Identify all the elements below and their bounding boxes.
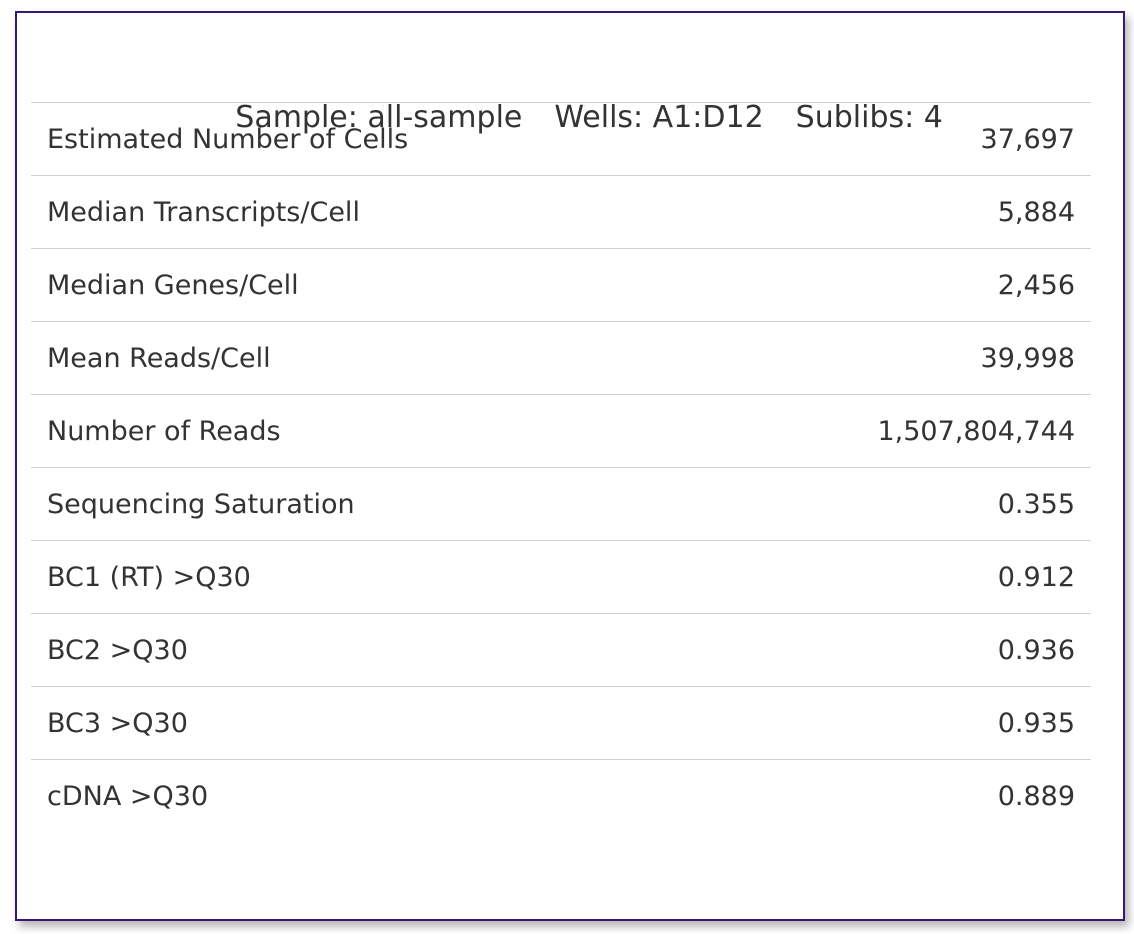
metric-value: 2,456 <box>997 269 1075 301</box>
table-row: BC2 >Q30 0.936 <box>31 614 1091 687</box>
sample-header: Sample: all-sample Wells: A1:D12 Sublibs: … <box>17 43 1123 135</box>
metric-label: BC1 (RT) >Q30 <box>47 561 251 593</box>
table-row: Estimated Number of Cells 37,697 <box>31 103 1091 176</box>
metric-label: Median Genes/Cell <box>47 269 299 301</box>
metric-value: 0.912 <box>997 561 1075 593</box>
wells-range: Wells: A1:D12 <box>554 100 764 135</box>
metric-label: BC3 >Q30 <box>47 707 188 739</box>
metrics-table: Estimated Number of Cells 37,697 Median … <box>31 102 1091 833</box>
metric-label: Median Transcripts/Cell <box>47 196 360 228</box>
table-row: cDNA >Q30 0.889 <box>31 760 1091 833</box>
metric-label: Estimated Number of Cells <box>47 123 409 155</box>
metric-value: 0.935 <box>997 707 1075 739</box>
table-row: Median Genes/Cell 2,456 <box>31 249 1091 322</box>
metric-value: 5,884 <box>997 196 1075 228</box>
table-row: BC1 (RT) >Q30 0.912 <box>31 541 1091 614</box>
table-row: BC3 >Q30 0.935 <box>31 687 1091 760</box>
summary-panel: Sample: all-sample Wells: A1:D12 Sublibs: … <box>15 11 1125 921</box>
metric-label: cDNA >Q30 <box>47 781 209 812</box>
metric-label: BC2 >Q30 <box>47 634 188 666</box>
metric-value: 37,697 <box>980 123 1075 155</box>
metric-label: Sequencing Saturation <box>47 488 355 520</box>
metric-value: 0.889 <box>997 781 1075 812</box>
table-row: Mean Reads/Cell 39,998 <box>31 322 1091 395</box>
table-row: Sequencing Saturation 0.355 <box>31 468 1091 541</box>
table-row: Number of Reads 1,507,804,744 <box>31 395 1091 468</box>
metric-value: 0.355 <box>997 488 1075 520</box>
metric-label: Mean Reads/Cell <box>47 342 271 374</box>
metric-value: 39,998 <box>980 342 1075 374</box>
sample-name: Sample: all-sample <box>235 100 523 135</box>
sublibs-count: Sublibs: 4 <box>795 100 943 135</box>
metric-value: 1,507,804,744 <box>877 415 1075 447</box>
table-row: Median Transcripts/Cell 5,884 <box>31 176 1091 249</box>
metric-value: 0.936 <box>997 634 1075 666</box>
metric-label: Number of Reads <box>47 415 281 447</box>
